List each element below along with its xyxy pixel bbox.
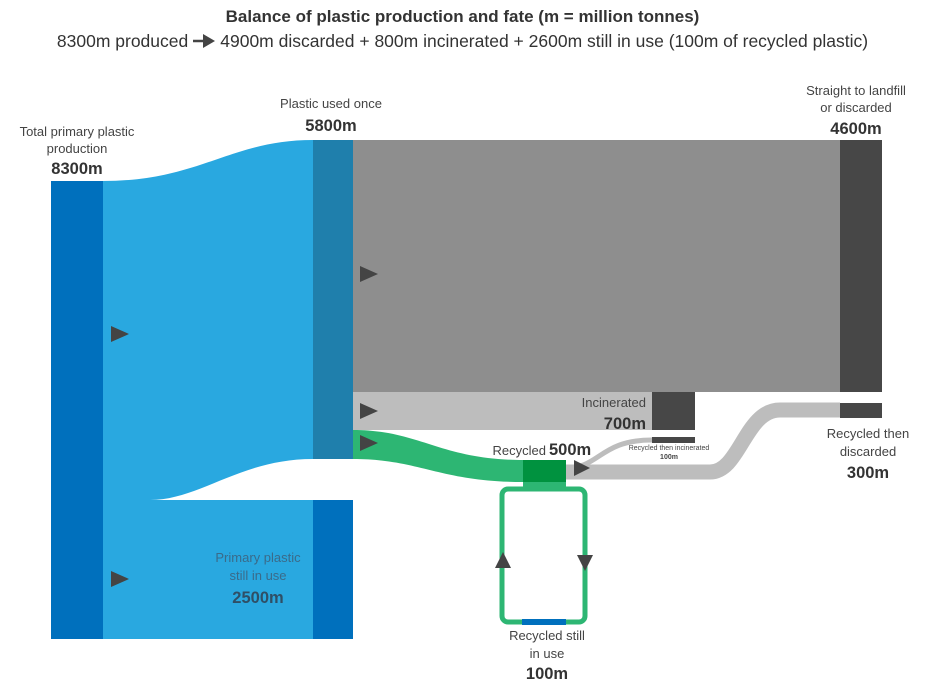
- value-total-production: 8300m: [51, 160, 102, 178]
- flow-production: [103, 140, 313, 639]
- label-landfill-line2: or discarded: [820, 100, 892, 115]
- flow-to-recycling: [353, 430, 523, 482]
- arrow-down-icon: [577, 555, 593, 571]
- arrow-right-icon: [360, 403, 378, 419]
- label-primary-in-use-line1: Primary plastic: [215, 550, 301, 565]
- arrow-right-icon: [360, 435, 378, 451]
- subtitle-fate: 4900m discarded + 800m incinerated + 260…: [220, 30, 869, 51]
- label-incinerated: Incinerated: [582, 395, 646, 410]
- flow-to-incineration: [353, 392, 652, 430]
- label-recycled-in-use-line2: in use: [530, 646, 565, 661]
- arrow-right-icon: [574, 460, 590, 476]
- value-landfill: 4600m: [830, 120, 881, 138]
- flow-recycled-loop: [499, 486, 588, 625]
- label-total-production-line1: Total primary plastic: [20, 124, 135, 139]
- node-recycled-stub: [523, 482, 566, 491]
- label-recycled-incinerated: Recycled then incinerated: [629, 445, 710, 452]
- label-landfill-line1: Straight to landfill: [806, 83, 906, 98]
- flow-to-landfill: [353, 140, 840, 392]
- value-recycled: 500m: [549, 441, 591, 459]
- value-recycled-discarded: 300m: [847, 464, 889, 482]
- value-primary-in-use: 2500m: [232, 589, 283, 607]
- value-used-once: 5800m: [305, 117, 356, 135]
- value-recycled-incinerated: 100m: [660, 454, 678, 461]
- node-incinerated: [652, 392, 695, 430]
- arrow-up-icon: [495, 552, 511, 568]
- chart-subtitle: 8300m produced 4900m discarded + 800m inc…: [0, 30, 925, 52]
- subtitle-produced: 8300m produced: [56, 30, 189, 51]
- node-recycled-incinerated: [652, 437, 695, 443]
- value-recycled-in-use: 100m: [526, 665, 568, 683]
- flow-recycled-discarded: [566, 402, 840, 480]
- label-recycled: Recycled: [493, 443, 546, 458]
- node-recycled-in-use: [522, 619, 566, 625]
- arrow-right-icon: [111, 571, 129, 587]
- label-recycled-in-use-line1: Recycled still: [509, 628, 585, 643]
- node-primary-in-use: [313, 500, 353, 639]
- label-recycled-discarded-line2: discarded: [840, 444, 896, 459]
- label-recycled-discarded-line1: Recycled then: [827, 426, 909, 441]
- node-total-production: [51, 181, 103, 639]
- label-primary-in-use-line2: still in use: [229, 568, 286, 583]
- node-used-once: [313, 140, 353, 459]
- value-incinerated: 700m: [604, 415, 646, 433]
- arrow-right-icon: [360, 266, 378, 282]
- node-recycled-discarded: [840, 403, 882, 418]
- arrow-right-icon: [193, 34, 216, 49]
- label-used-once: Plastic used once: [280, 96, 382, 111]
- flow-primary-in-use-area: [150, 500, 313, 639]
- arrow-right-icon: [111, 326, 129, 342]
- chart-title: Balance of plastic production and fate (…: [225, 7, 700, 26]
- node-recycled: [523, 460, 566, 482]
- label-total-production-line2: production: [47, 141, 108, 156]
- node-landfill: [840, 140, 882, 392]
